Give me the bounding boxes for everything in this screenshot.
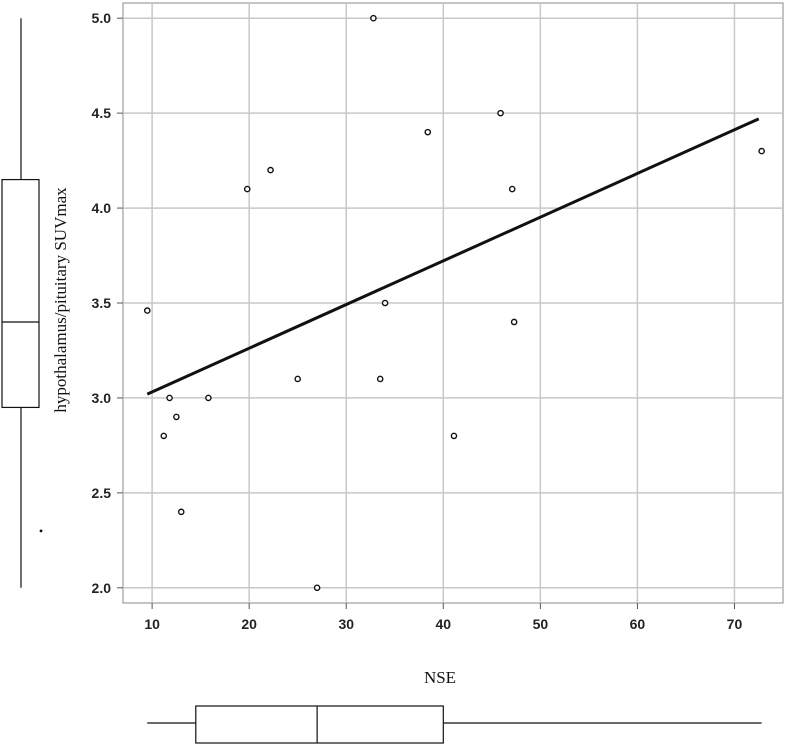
regression-line xyxy=(146,117,760,396)
data-point xyxy=(160,432,168,440)
y-boxplot-box xyxy=(1,178,40,409)
x-tick-label: 20 xyxy=(241,616,257,632)
x-boxplot xyxy=(147,705,762,744)
x-tick-label: 70 xyxy=(727,616,743,632)
y-tick-label: 5.0 xyxy=(92,10,112,26)
data-point xyxy=(510,318,518,326)
data-point xyxy=(376,375,384,383)
data-point xyxy=(758,147,765,155)
data-point xyxy=(424,128,432,136)
y-tick-label: 3.5 xyxy=(92,295,112,311)
data-points xyxy=(143,14,765,592)
data-point xyxy=(267,166,274,174)
x-tick-label: 30 xyxy=(338,616,354,632)
data-point xyxy=(166,394,173,402)
x-boxplot-box xyxy=(195,705,444,744)
y-tick-label: 3.0 xyxy=(92,390,112,406)
regression-line-group xyxy=(146,117,760,396)
data-point xyxy=(243,185,251,193)
x-axis-label: NSE xyxy=(424,668,456,687)
x-tick-label: 60 xyxy=(630,616,646,632)
y-boxplot xyxy=(1,18,43,588)
data-point xyxy=(313,584,321,592)
x-tick-label: 40 xyxy=(436,616,452,632)
data-point xyxy=(497,109,504,117)
data-point xyxy=(143,307,151,314)
y-tick-label: 2.0 xyxy=(92,580,112,596)
data-point xyxy=(381,299,389,307)
y-tick-label: 2.5 xyxy=(92,485,112,501)
axis-ticks: 10 20 30 40 50 60 70 2.0 2.5 3.0 3.5 4.0 4.5 5.0 xyxy=(92,10,743,632)
y-boxplot-outlier xyxy=(39,529,43,533)
y-tick-label: 4.5 xyxy=(92,105,112,121)
y-tick-label: 4.0 xyxy=(92,200,112,216)
data-point xyxy=(370,14,377,22)
gridlines xyxy=(123,3,783,603)
data-point xyxy=(177,508,185,516)
data-point xyxy=(508,185,516,193)
data-point xyxy=(294,375,302,383)
data-point xyxy=(173,413,180,421)
y-axis-label: hypothalamus/pituitary SUVmax xyxy=(51,187,70,413)
data-point xyxy=(205,394,212,402)
x-tick-label: 50 xyxy=(533,616,549,632)
x-tick-label: 10 xyxy=(144,616,160,632)
data-point xyxy=(450,432,458,440)
